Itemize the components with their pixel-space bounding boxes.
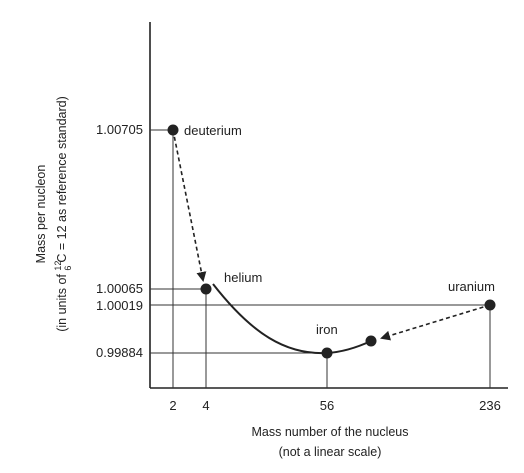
y-axis-title-line2: (in units of 126 C = 12 as reference stan… — [53, 96, 73, 332]
x-tick-label: 4 — [202, 398, 209, 413]
point-deuterium — [167, 124, 179, 136]
binding-curve — [212, 283, 372, 355]
y-axis-title-suffix: C = 12 as reference standard) — [55, 96, 69, 262]
reference-lines — [150, 129, 491, 388]
label-uranium: uranium — [448, 279, 495, 294]
label-helium: helium — [224, 270, 262, 285]
label-iron: iron — [316, 322, 338, 337]
x-tick-label: 56 — [320, 398, 334, 413]
x-axis-title-line1: Mass number of the nucleus — [251, 425, 408, 439]
label-deuterium: deuterium — [184, 123, 242, 138]
x-axis-title-line2: (not a linear scale) — [279, 445, 382, 459]
fission-arrow — [380, 304, 491, 341]
y-axis-title-sub: 6 — [63, 266, 73, 271]
point-uranium — [484, 299, 496, 311]
y-tick-label: 0.99884 — [96, 345, 143, 360]
y-tick-label: 1.00065 — [96, 281, 143, 296]
y-tick-label: 1.00705 — [96, 122, 143, 137]
fusion-arrow — [172, 129, 207, 282]
y-tick-label: 1.00019 — [96, 298, 143, 313]
point-iron — [321, 347, 333, 359]
y-axis-title-prefix: (in units of — [55, 271, 69, 332]
point-helium — [200, 283, 212, 295]
y-axis-title-line1: Mass per nucleon — [34, 165, 48, 264]
point-fission-fragment — [365, 335, 377, 347]
x-tick-label: 2 — [169, 398, 176, 413]
x-tick-label: 236 — [479, 398, 501, 413]
y-axis-title-sup: 12 — [53, 261, 63, 271]
